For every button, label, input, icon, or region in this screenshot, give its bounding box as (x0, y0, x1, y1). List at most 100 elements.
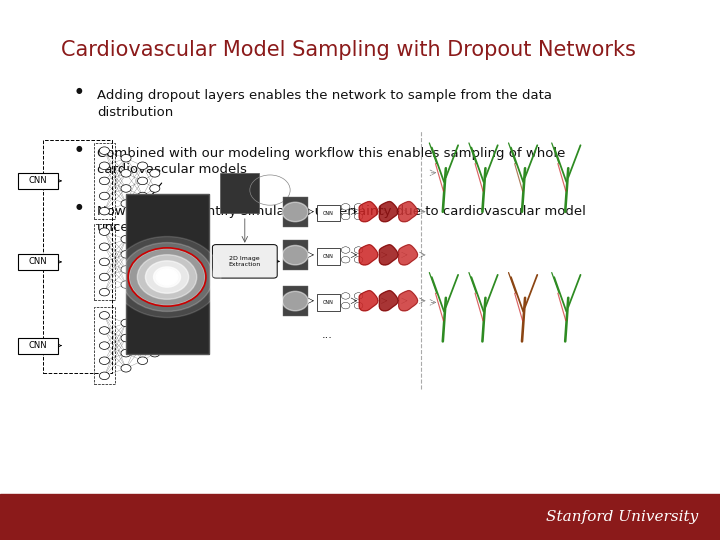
Bar (43, 140, 112, 373)
Text: CNN: CNN (29, 341, 47, 350)
Circle shape (99, 327, 109, 334)
Text: ●: ● (76, 202, 83, 211)
Text: 2D Image
Extraction: 2D Image Extraction (229, 256, 261, 267)
Bar (94, 307, 115, 384)
Circle shape (121, 334, 131, 342)
Circle shape (121, 251, 131, 258)
Circle shape (121, 281, 131, 288)
Circle shape (354, 204, 363, 210)
Bar (18, 338, 58, 354)
Text: Stanford University: Stanford University (546, 510, 698, 524)
Circle shape (150, 266, 160, 273)
Bar (94, 224, 115, 300)
Circle shape (130, 248, 205, 305)
Bar (220, 173, 259, 213)
Text: CNN: CNN (29, 177, 47, 185)
Bar (317, 248, 340, 265)
Circle shape (99, 147, 109, 154)
Circle shape (99, 372, 109, 380)
Circle shape (145, 261, 189, 293)
Circle shape (99, 258, 109, 266)
Circle shape (150, 334, 160, 342)
Circle shape (121, 185, 131, 192)
Circle shape (138, 177, 148, 185)
Circle shape (113, 237, 221, 318)
Circle shape (138, 273, 148, 281)
Circle shape (138, 255, 197, 299)
Circle shape (99, 312, 109, 319)
Circle shape (341, 213, 350, 220)
Bar (317, 294, 340, 310)
Bar (283, 240, 308, 270)
Circle shape (121, 349, 131, 357)
Circle shape (99, 342, 109, 349)
Polygon shape (359, 201, 378, 222)
Circle shape (99, 192, 109, 200)
Circle shape (153, 267, 181, 287)
Bar (0, 494, 720, 540)
Circle shape (121, 200, 131, 207)
Circle shape (150, 170, 160, 177)
Circle shape (150, 185, 160, 192)
Circle shape (121, 242, 213, 312)
Circle shape (99, 207, 109, 215)
Circle shape (354, 293, 363, 299)
Circle shape (341, 204, 350, 210)
Bar (18, 173, 58, 189)
Bar (126, 194, 209, 354)
Circle shape (138, 327, 148, 334)
Circle shape (341, 302, 350, 309)
Text: Now we can quantify simulation uncertainty due to cardiovascular model
uncertain: Now we can quantify simulation uncertain… (97, 205, 586, 234)
Circle shape (341, 293, 350, 299)
Text: CNN: CNN (323, 254, 334, 259)
Circle shape (99, 288, 109, 296)
Polygon shape (399, 245, 418, 265)
Circle shape (150, 349, 160, 357)
Circle shape (282, 292, 308, 311)
Circle shape (341, 247, 350, 253)
Circle shape (354, 247, 363, 253)
Text: ●: ● (76, 144, 83, 153)
Circle shape (354, 256, 363, 263)
Text: ●: ● (76, 86, 83, 96)
Polygon shape (359, 291, 378, 311)
Polygon shape (379, 291, 398, 311)
Circle shape (138, 162, 148, 170)
Circle shape (121, 235, 131, 243)
Circle shape (121, 170, 131, 177)
Circle shape (282, 202, 308, 222)
Bar (18, 254, 58, 270)
Polygon shape (399, 201, 418, 222)
Text: CNN: CNN (29, 258, 47, 266)
Circle shape (99, 273, 109, 281)
Circle shape (121, 154, 131, 162)
Circle shape (121, 266, 131, 273)
Bar (317, 205, 340, 221)
Circle shape (138, 243, 148, 251)
Circle shape (99, 162, 109, 170)
Circle shape (99, 357, 109, 364)
Circle shape (156, 269, 178, 285)
Polygon shape (359, 245, 378, 265)
Bar (283, 286, 308, 316)
Circle shape (99, 228, 109, 235)
Circle shape (138, 342, 148, 349)
Circle shape (354, 302, 363, 309)
Circle shape (99, 243, 109, 251)
Polygon shape (399, 291, 418, 311)
Circle shape (121, 319, 131, 327)
Text: CNN: CNN (323, 300, 334, 305)
Circle shape (138, 357, 148, 364)
Text: CNN: CNN (323, 211, 334, 216)
Circle shape (282, 246, 308, 265)
Circle shape (121, 364, 131, 372)
Text: Combined with our modeling workflow this enables sampling of whole
cardiovascula: Combined with our modeling workflow this… (97, 147, 566, 177)
Text: ...: ... (322, 330, 333, 340)
Bar (94, 143, 115, 219)
Polygon shape (379, 201, 398, 222)
Bar (283, 197, 308, 227)
Circle shape (99, 177, 109, 185)
FancyBboxPatch shape (212, 245, 277, 278)
Circle shape (150, 251, 160, 258)
Text: Cardiovascular Model Sampling with Dropout Networks: Cardiovascular Model Sampling with Dropo… (61, 40, 636, 60)
